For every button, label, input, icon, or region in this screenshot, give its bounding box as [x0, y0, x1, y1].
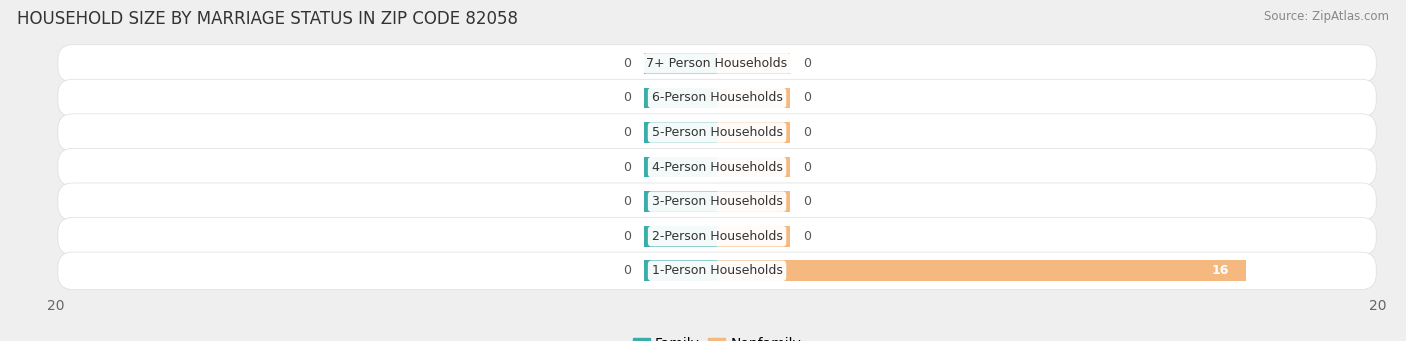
Text: 0: 0 — [623, 57, 631, 70]
Text: 0: 0 — [803, 230, 811, 243]
Bar — [644, 191, 717, 212]
Text: 1-Person Households: 1-Person Households — [651, 264, 783, 277]
Bar — [644, 53, 717, 74]
Bar — [717, 226, 790, 247]
FancyBboxPatch shape — [58, 183, 1376, 220]
Bar — [717, 53, 790, 74]
Text: 0: 0 — [803, 57, 811, 70]
FancyBboxPatch shape — [58, 79, 1376, 117]
Text: 4-Person Households: 4-Person Households — [651, 161, 783, 174]
FancyBboxPatch shape — [58, 252, 1376, 290]
Text: 0: 0 — [803, 161, 811, 174]
Text: 0: 0 — [803, 91, 811, 104]
Text: 5-Person Households: 5-Person Households — [651, 126, 783, 139]
Bar — [644, 157, 717, 177]
Bar — [717, 191, 790, 212]
Bar — [717, 88, 790, 108]
Text: 3-Person Households: 3-Person Households — [651, 195, 783, 208]
Bar — [644, 122, 717, 143]
FancyBboxPatch shape — [58, 45, 1376, 82]
Text: 6-Person Households: 6-Person Households — [651, 91, 783, 104]
Text: 0: 0 — [623, 161, 631, 174]
Bar — [717, 261, 1246, 281]
Bar — [644, 226, 717, 247]
Text: 2-Person Households: 2-Person Households — [651, 230, 783, 243]
Text: 16: 16 — [1212, 264, 1229, 277]
Text: HOUSEHOLD SIZE BY MARRIAGE STATUS IN ZIP CODE 82058: HOUSEHOLD SIZE BY MARRIAGE STATUS IN ZIP… — [17, 10, 517, 28]
Text: 0: 0 — [803, 126, 811, 139]
FancyBboxPatch shape — [58, 148, 1376, 186]
Text: 0: 0 — [803, 195, 811, 208]
Legend: Family, Nonfamily: Family, Nonfamily — [627, 332, 807, 341]
Text: 0: 0 — [623, 264, 631, 277]
Text: 0: 0 — [623, 195, 631, 208]
Bar — [644, 261, 717, 281]
Text: Source: ZipAtlas.com: Source: ZipAtlas.com — [1264, 10, 1389, 23]
Text: 0: 0 — [623, 230, 631, 243]
Text: 0: 0 — [623, 91, 631, 104]
Bar — [717, 122, 790, 143]
FancyBboxPatch shape — [58, 218, 1376, 255]
Bar — [644, 88, 717, 108]
Text: 7+ Person Households: 7+ Person Households — [647, 57, 787, 70]
Text: 0: 0 — [623, 126, 631, 139]
Bar — [717, 157, 790, 177]
FancyBboxPatch shape — [58, 114, 1376, 151]
